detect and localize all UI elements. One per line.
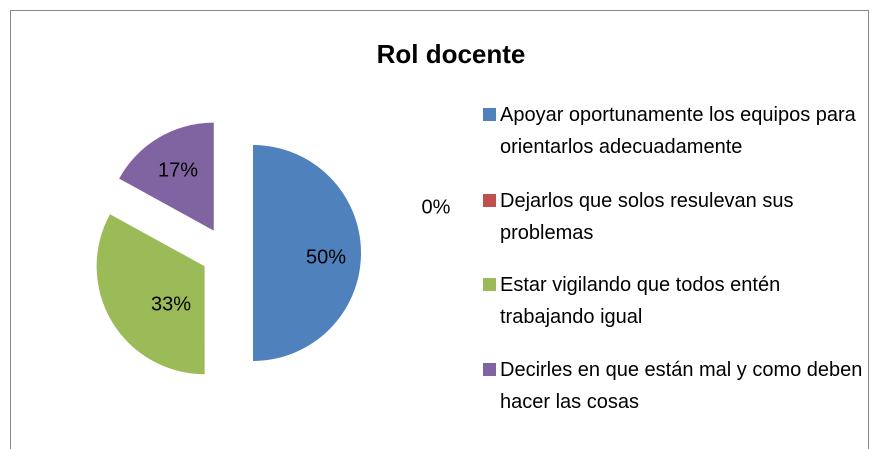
legend-swatch [483,194,496,207]
chart-border [10,10,869,449]
chart-title: Rol docente [377,39,526,69]
legend-swatch [483,108,496,121]
pie-slice [96,214,205,375]
legend-label: Apoyar oportunamente los equipos para or… [500,104,856,158]
legend-label: Dejarlos que solos resulevan sus problem… [500,190,794,244]
legend-swatch [483,363,496,376]
pie-slice [253,145,361,361]
pie-slice [119,122,214,231]
data-label: 50% [306,246,346,268]
legend-label: Decirles en que están mal y como deben h… [500,359,863,413]
data-label: 33% [151,293,191,315]
legend-swatch [483,278,496,291]
legend-label: Estar vigilando que todos entén trabajan… [500,274,781,328]
data-label: 0% [422,196,451,218]
data-label: 17% [158,159,198,181]
